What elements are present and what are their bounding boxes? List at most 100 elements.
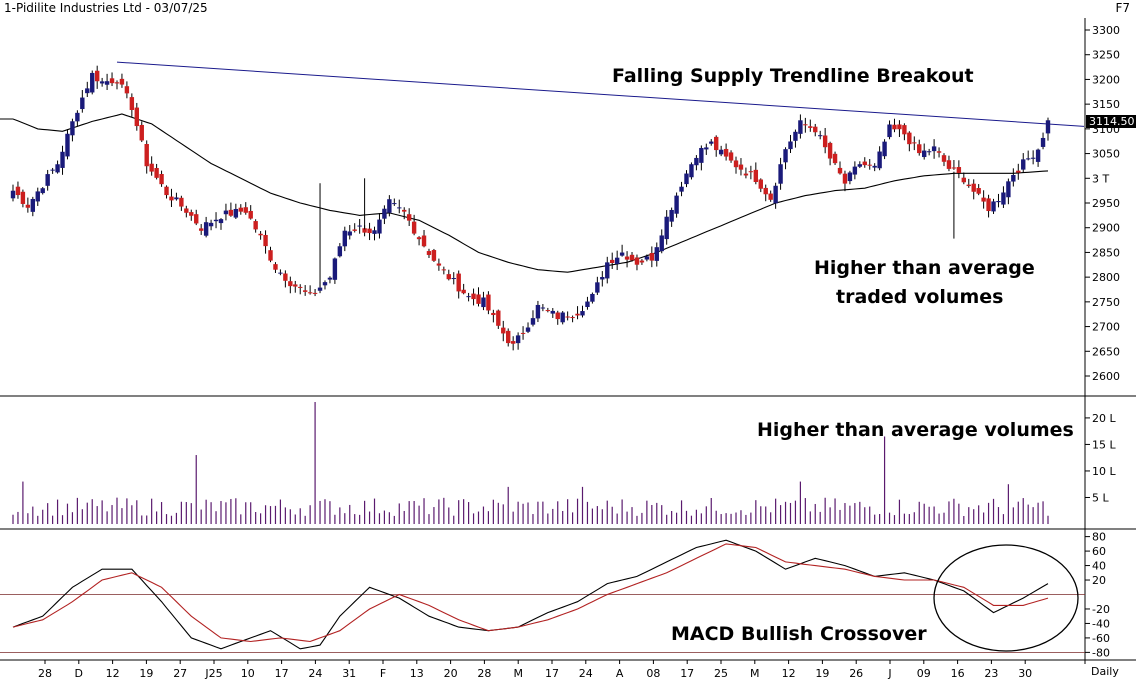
candle-body: [25, 204, 31, 208]
candle-body: [1045, 120, 1051, 134]
candle-body: [545, 310, 551, 312]
candle-body: [253, 221, 258, 230]
panel-frames: [0, 18, 1136, 664]
price-tick-label: 2700: [1092, 321, 1120, 334]
price-volume-annotation-line2: traded volumes: [836, 286, 1003, 308]
candle-body: [302, 290, 308, 292]
candle-body: [471, 293, 476, 300]
candle-body: [174, 197, 179, 200]
date-tick-label: 09: [917, 667, 931, 680]
candle-body: [327, 277, 333, 280]
candle-body: [203, 222, 209, 236]
candle-body: [1035, 149, 1041, 162]
candle-body: [94, 70, 100, 82]
candle-body: [976, 188, 981, 194]
candle-body: [263, 234, 268, 247]
candle-body: [298, 286, 303, 288]
candle-body: [164, 186, 169, 196]
candle-body: [30, 198, 36, 212]
candle-body: [610, 259, 615, 264]
candle-body: [367, 228, 372, 234]
candle-body: [530, 318, 536, 325]
candle-body: [411, 221, 417, 234]
candle-body: [50, 169, 55, 171]
candle-body: [892, 124, 897, 130]
date-tick-label: 28: [38, 667, 52, 680]
candle-body: [991, 201, 996, 212]
candle-body: [194, 214, 199, 224]
candle-body: [674, 195, 679, 214]
candle-body: [20, 191, 26, 204]
candle-body: [421, 235, 427, 247]
price-tick-label: 2950: [1092, 197, 1120, 210]
candle-body: [966, 184, 971, 187]
candle-body: [793, 131, 798, 141]
candle-body: [907, 132, 912, 145]
macd-reference-lines: [0, 594, 1085, 653]
candle-body: [218, 219, 224, 224]
candle-body: [1006, 181, 1011, 198]
candle-body: [104, 81, 110, 85]
candle-body: [649, 253, 655, 261]
price-tick-label: 3150: [1092, 98, 1120, 111]
candle-body: [352, 229, 357, 231]
candle-body: [258, 233, 263, 236]
candle-body: [1001, 192, 1006, 205]
candle-body: [664, 216, 669, 240]
candle-body: [699, 147, 704, 163]
candle-body: [307, 292, 313, 294]
candle-body: [322, 282, 328, 286]
supply-trendline: [116, 61, 1085, 127]
candle-body: [317, 287, 323, 291]
candle-body: [931, 146, 937, 152]
candle-body: [362, 228, 367, 233]
date-tick-label: 08: [646, 667, 660, 680]
candle-body: [446, 274, 451, 280]
crossover-highlight-ellipse: [933, 544, 1079, 652]
candle-body: [134, 107, 140, 127]
candle-body: [397, 207, 402, 209]
candle-body: [852, 166, 858, 175]
date-tick-label: 25: [714, 667, 728, 680]
candle-body: [208, 222, 214, 227]
candle-body: [1040, 137, 1046, 147]
chart-title: 1-Pidilite Industries Ltd - 03/07/25: [4, 1, 208, 15]
candle-body: [738, 164, 744, 170]
macd-annotation: MACD Bullish Crossover: [671, 623, 927, 645]
candle-body: [570, 317, 575, 319]
candle-body: [184, 208, 189, 213]
candle-body: [85, 88, 90, 94]
candle-body: [981, 197, 986, 202]
date-tick-label: 30: [1018, 667, 1032, 680]
candle-body: [515, 335, 521, 344]
candle-body: [124, 86, 130, 94]
candle-body: [357, 225, 362, 227]
price-volume-annotation-line1: Higher than average: [814, 257, 1035, 279]
macd-tick-label: -40: [1092, 617, 1110, 630]
candle-body: [283, 273, 288, 281]
date-tick-label: A: [616, 667, 624, 680]
candle-body: [956, 167, 962, 174]
candle-body: [342, 230, 347, 247]
macd-tick-label: 80: [1092, 531, 1106, 544]
date-tick-label: 27: [173, 667, 187, 680]
candle-body: [882, 141, 887, 157]
date-tick-label: M: [513, 667, 523, 680]
candle-body: [723, 148, 729, 157]
candle-body: [951, 167, 957, 169]
candle-body: [867, 164, 872, 166]
candle-body: [288, 281, 293, 287]
candle-body: [431, 250, 437, 261]
candle-body: [605, 262, 610, 279]
candle-body: [709, 141, 714, 144]
candle-body: [392, 203, 397, 205]
candle-body: [80, 97, 85, 110]
last-price-badge: [1086, 115, 1136, 128]
date-tick-label: 26: [849, 667, 863, 680]
signal-line: [12, 543, 1049, 643]
price-tick-label: 3050: [1092, 148, 1120, 161]
candle-body: [763, 187, 768, 195]
candle-body: [822, 135, 828, 148]
candle-body: [758, 179, 763, 189]
periodicity-label: Daily: [1091, 665, 1119, 678]
